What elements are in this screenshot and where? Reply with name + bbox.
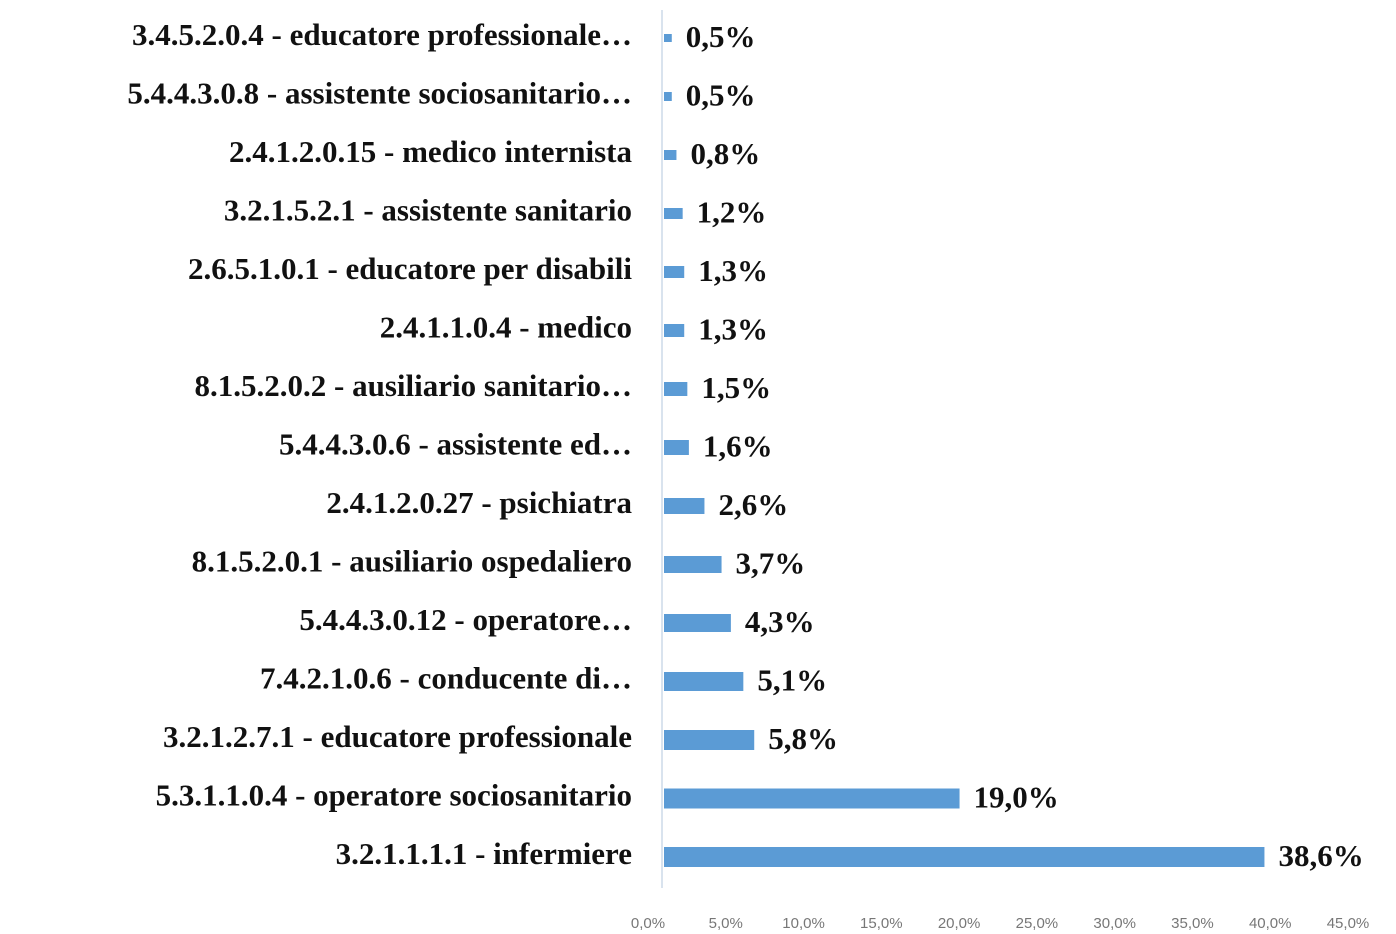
bar [664,730,755,750]
bar [664,324,685,337]
bar [664,92,672,101]
value-label: 1,5% [701,370,771,405]
category-label: 3.4.5.2.0.4 - educatore professionale… [132,17,632,52]
category-label: 2.6.5.1.0.1 - educatore per disabili [188,251,632,286]
bar [664,498,705,514]
category-label: 7.4.2.1.0.6 - conducente di… [260,661,632,696]
bar [664,34,672,42]
category-label: 2.4.1.1.0.4 - medico [380,310,632,345]
category-label: 5.4.4.3.0.8 - assistente sociosanitario… [127,76,632,111]
category-label: 3.2.1.5.2.1 - assistente sanitario [224,193,632,228]
category-label: 5.3.1.1.0.4 - operatore sociosanitario [156,778,632,813]
bar [664,672,744,691]
x-tick-label: 30,0% [1093,915,1136,932]
value-label: 1,6% [703,429,773,464]
category-label: 8.1.5.2.0.2 - ausiliario sanitario… [195,368,632,403]
x-tick-label: 15,0% [860,915,903,932]
x-tick-label: 5,0% [709,915,743,932]
category-label: 5.4.4.3.0.6 - assistente ed… [279,427,632,462]
category-label: 3.2.1.1.1.1 - infermiere [336,836,632,871]
x-tick-label: 45,0% [1327,915,1370,932]
category-label: 5.4.4.3.0.12 - operatore… [299,602,632,637]
value-label: 5,8% [768,721,838,756]
x-tick-label: 0,0% [631,915,665,932]
value-label: 0,5% [686,19,756,54]
value-label: 19,0% [974,780,1059,815]
bar [664,150,677,160]
x-tick-label: 10,0% [782,915,825,932]
bar [664,208,683,219]
value-label: 4,3% [745,604,815,639]
category-label: 8.1.5.2.0.1 - ausiliario ospedaliero [192,544,632,579]
bar [664,556,722,573]
value-label: 38,6% [1278,838,1363,873]
bar [664,788,960,809]
x-tick-label: 20,0% [938,915,981,932]
bar [664,614,731,632]
value-label: 0,8% [690,136,760,171]
bar [664,440,689,455]
value-label: 3,7% [736,546,806,581]
x-tick-label: 25,0% [1016,915,1059,932]
bar [664,382,688,396]
x-tick-label: 40,0% [1249,915,1292,932]
value-label: 1,2% [697,195,767,230]
value-label: 2,6% [718,487,788,522]
category-label: 2.4.1.2.0.27 - psichiatra [326,485,632,520]
value-label: 1,3% [698,253,768,288]
bar [664,847,1265,867]
x-tick-label: 35,0% [1171,915,1214,932]
category-label: 3.2.1.2.7.1 - educatore professionale [163,719,632,754]
value-label: 5,1% [757,663,827,698]
category-label: 2.4.1.2.0.15 - medico internista [229,134,632,169]
bar [664,266,685,278]
value-label: 1,3% [698,312,768,347]
value-label: 0,5% [686,78,756,113]
